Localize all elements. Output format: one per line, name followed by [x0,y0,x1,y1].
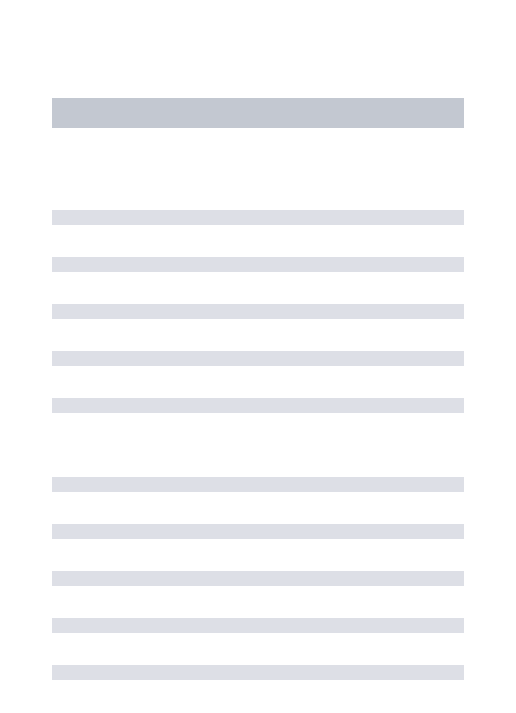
skeleton-line [52,618,464,633]
skeleton-section-gap [52,445,464,477]
skeleton-line [52,210,464,225]
skeleton-line [52,398,464,413]
skeleton-line [52,477,464,492]
skeleton-line [52,524,464,539]
skeleton-line [52,304,464,319]
skeleton-container [0,0,516,680]
skeleton-line [52,571,464,586]
skeleton-line [52,257,464,272]
skeleton-title-bar [52,98,464,128]
skeleton-line [52,351,464,366]
skeleton-line [52,665,464,680]
